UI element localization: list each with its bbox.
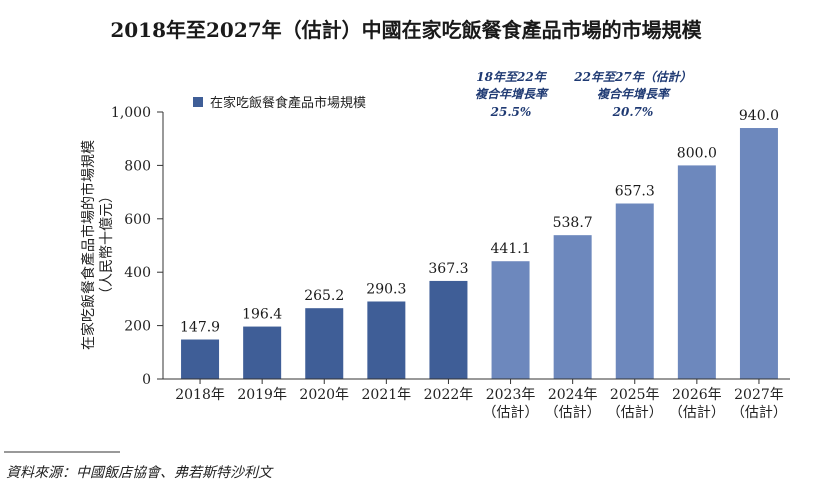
data-label: 147.9 — [180, 320, 220, 336]
legend-label: 在家吃飯餐食產品市場規模 — [210, 95, 366, 111]
bar — [243, 326, 282, 379]
cagr-annotation-1: 18年至22年 複合年增長率 25.5% — [475, 70, 549, 119]
bar — [429, 280, 468, 379]
cagr-2-period: 22年至27年（估計） — [573, 70, 691, 84]
bar — [181, 339, 220, 379]
x-tick-label: 2026年 — [672, 387, 722, 403]
data-label: 367.3 — [428, 261, 468, 277]
x-tick-label: 2023年 — [486, 387, 536, 403]
bar — [491, 261, 530, 379]
data-label: 290.3 — [366, 281, 406, 297]
cagr-1-label: 複合年增長率 — [475, 87, 549, 101]
legend-swatch — [193, 97, 203, 107]
x-tick-note: （估計） — [669, 405, 725, 421]
y-tick-label: 0 — [142, 372, 151, 388]
value-labels: 147.9 196.4 265.2 290.3 367.3 441.1 538.7 657.3… — [180, 108, 779, 335]
data-label: 196.4 — [242, 307, 282, 323]
x-tick-note: （估計） — [483, 405, 539, 421]
data-label: 441.1 — [491, 241, 531, 257]
bar — [677, 165, 716, 379]
x-tick-label: 2025年 — [610, 387, 660, 403]
chart-title: 2018年至2027年（估計）中國在家吃飯餐食產品市場的市場規模 — [110, 18, 702, 42]
y-axis-label-line2: （人民幣十億元） — [99, 189, 115, 301]
bars — [181, 128, 778, 379]
source-note: 資料來源：中國飯店協會、弗若斯特沙利文 — [6, 465, 274, 481]
y-axis: 0 200 400 600 800 1,000 — [111, 105, 163, 388]
bar — [553, 235, 592, 379]
data-label: 940.0 — [739, 108, 779, 124]
y-tick-label: 800 — [124, 158, 151, 174]
y-tick-label: 1,000 — [111, 105, 151, 121]
x-tick-label: 2022年 — [424, 387, 474, 403]
x-tick-note: （估計） — [607, 405, 663, 421]
y-tick-label: 200 — [124, 319, 151, 335]
legend: 在家吃飯餐食產品市場規模 — [193, 95, 366, 111]
y-tick-label: 400 — [124, 265, 151, 281]
bar — [739, 128, 778, 379]
x-tick-label: 2019年 — [237, 387, 287, 403]
x-tick-label: 2027年 — [734, 387, 784, 403]
data-label: 800.0 — [677, 145, 717, 161]
bar — [367, 301, 406, 379]
x-tick-label: 2024年 — [548, 387, 598, 403]
cagr-1-period: 18年至22年 — [476, 70, 547, 84]
data-label: 265.2 — [304, 288, 344, 304]
cagr-annotation-2: 22年至27年（估計） 複合年增長率 20.7% — [573, 70, 691, 119]
data-label: 538.7 — [553, 215, 593, 231]
cagr-1-value: 25.5% — [490, 105, 532, 119]
x-tick-note: （估計） — [731, 405, 787, 421]
y-axis-label-line1: 在家吃飯餐食產品市場的市場規模 — [80, 140, 97, 350]
data-label: 657.3 — [615, 184, 655, 200]
x-tick-note: （估計） — [545, 405, 601, 421]
x-tick-label: 2021年 — [362, 387, 412, 403]
x-axis: 2018年 2019年 2020年 2021年 2022年 2023年 （估計） 2024年 （… — [175, 379, 787, 421]
bar — [615, 203, 654, 379]
bar — [305, 308, 344, 379]
x-tick-label: 2018年 — [175, 387, 225, 403]
cagr-2-value: 20.7% — [612, 105, 654, 119]
x-tick-label: 2020年 — [299, 387, 349, 403]
y-tick-label: 600 — [124, 212, 151, 228]
cagr-2-label: 複合年增長率 — [597, 87, 671, 101]
